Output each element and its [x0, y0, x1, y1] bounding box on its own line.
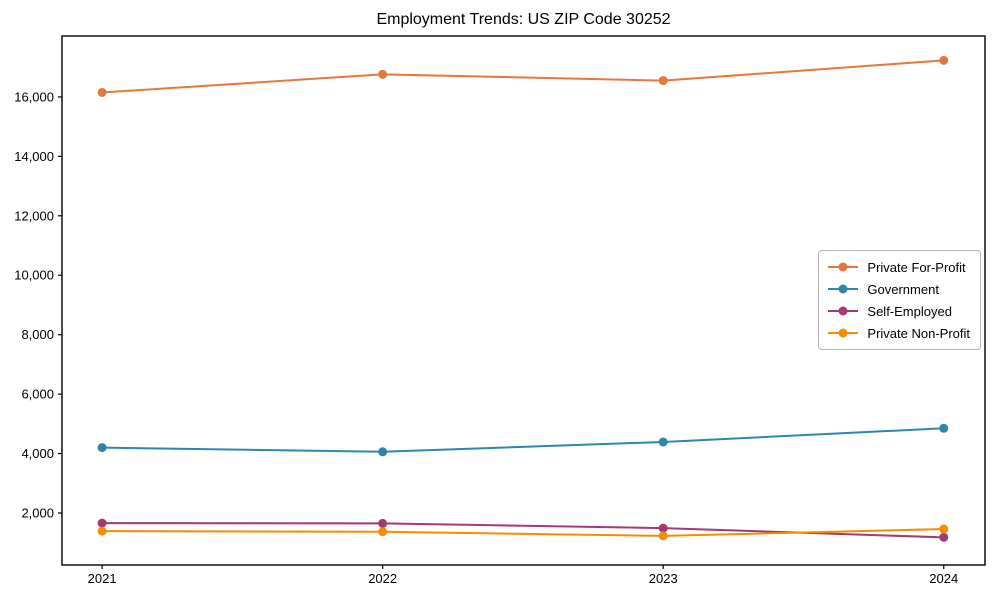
data-point [939, 423, 949, 433]
x-tick-label: 2023 [649, 571, 678, 586]
y-tick-label: 8,000 [21, 327, 54, 342]
series-line-private-non-profit [102, 528, 944, 537]
data-point [97, 526, 107, 536]
data-point [658, 437, 668, 447]
y-tick-label: 12,000 [14, 208, 54, 223]
legend-item: Self-Employed [827, 300, 970, 322]
legend-line-marker-icon [828, 306, 859, 316]
data-point [939, 532, 949, 542]
data-point [378, 518, 388, 528]
data-point [939, 524, 949, 534]
x-tick-label: 2024 [929, 571, 958, 586]
plot-frame [61, 35, 986, 566]
data-point [97, 443, 107, 453]
legend-line-marker-icon [828, 262, 859, 272]
data-point [378, 527, 388, 537]
data-point [658, 76, 668, 86]
data-point [97, 518, 107, 528]
legend-label: Self-Employed [867, 303, 952, 319]
legend-item: Private For-Profit [827, 256, 970, 278]
y-tick-label: 14,000 [14, 149, 54, 164]
data-point [658, 523, 668, 533]
y-tick-label: 6,000 [21, 387, 54, 402]
data-point [658, 531, 668, 541]
y-tick-label: 10,000 [14, 268, 54, 283]
legend-item: Government [827, 278, 970, 300]
y-tick-label: 2,000 [21, 505, 54, 520]
data-point [97, 87, 107, 97]
y-tick-label: 4,000 [21, 446, 54, 461]
data-point [378, 447, 388, 457]
series-line-self-employed [102, 522, 944, 539]
x-tick-label: 2021 [88, 571, 117, 586]
chart-title: Employment Trends: US ZIP Code 30252 [376, 11, 671, 28]
series-line-private-for-profit [102, 59, 944, 94]
legend-label: Government [867, 281, 939, 297]
legend-line-marker-icon [828, 328, 859, 338]
y-tick-label: 16,000 [14, 89, 54, 104]
x-tick-label: 2022 [368, 571, 397, 586]
legend-line-marker-icon [828, 284, 859, 294]
legend-label: Private Non-Profit [867, 325, 970, 341]
data-point [378, 69, 388, 79]
data-point [939, 55, 949, 65]
series-line-government [102, 427, 944, 453]
legend: Private For-Profit Government Self-Employe… [818, 250, 981, 350]
legend-label: Private For-Profit [867, 259, 966, 275]
legend-item: Private Non-Profit [827, 322, 970, 344]
